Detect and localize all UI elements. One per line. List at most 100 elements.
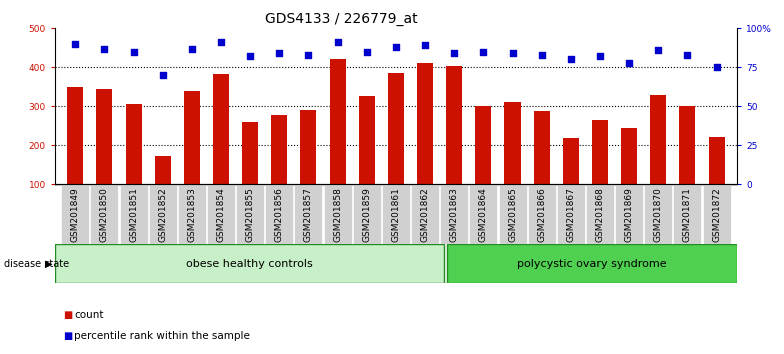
Bar (359, 97, 375, 223)
Point (273, 50, 285, 56)
FancyBboxPatch shape (528, 185, 556, 244)
Text: ■: ■ (63, 331, 72, 341)
Bar (329, 59, 346, 223)
Text: polycystic ovary syndrome: polycystic ovary syndrome (517, 259, 666, 269)
Bar (563, 138, 579, 223)
Point (652, 47, 665, 53)
FancyBboxPatch shape (470, 185, 497, 244)
FancyBboxPatch shape (644, 185, 672, 244)
Point (448, 50, 460, 56)
FancyBboxPatch shape (382, 185, 410, 244)
Text: obese healthy controls: obese healthy controls (186, 259, 313, 269)
Point (477, 49, 490, 55)
FancyBboxPatch shape (295, 185, 322, 244)
Text: GSM201868: GSM201868 (596, 187, 604, 242)
Bar (388, 73, 404, 223)
Text: disease state: disease state (4, 259, 69, 269)
FancyBboxPatch shape (673, 185, 702, 244)
FancyBboxPatch shape (324, 185, 351, 244)
Text: GSM201853: GSM201853 (187, 187, 196, 242)
Text: percentile rank within the sample: percentile rank within the sample (74, 331, 250, 341)
FancyBboxPatch shape (411, 185, 439, 244)
Point (681, 52, 694, 58)
Bar (154, 156, 171, 223)
Bar (534, 111, 550, 223)
Text: GSM201855: GSM201855 (245, 187, 255, 242)
FancyBboxPatch shape (149, 185, 176, 244)
Text: GSM201849: GSM201849 (71, 187, 80, 242)
FancyBboxPatch shape (586, 185, 614, 244)
Point (157, 72, 169, 78)
Point (361, 49, 373, 55)
Bar (592, 120, 608, 223)
Point (98, 46, 111, 51)
Bar (650, 95, 666, 223)
Text: GSM201864: GSM201864 (479, 187, 488, 242)
Bar (67, 87, 83, 223)
Text: GSM201871: GSM201871 (683, 187, 692, 242)
Point (622, 60, 635, 65)
FancyBboxPatch shape (702, 185, 731, 244)
Text: GSM201863: GSM201863 (450, 187, 459, 242)
Text: GSM201869: GSM201869 (625, 187, 633, 242)
Point (390, 44, 402, 50)
Bar (300, 110, 317, 223)
FancyBboxPatch shape (441, 185, 468, 244)
Title: GDS4133 / 226779_at: GDS4133 / 226779_at (265, 12, 418, 26)
Bar (446, 67, 463, 223)
FancyBboxPatch shape (236, 185, 264, 244)
Text: GSM201870: GSM201870 (654, 187, 662, 242)
Point (332, 40, 344, 45)
Point (564, 57, 577, 62)
Text: GSM201852: GSM201852 (158, 187, 167, 242)
Bar (125, 104, 142, 223)
Point (593, 53, 606, 59)
Text: GSM201856: GSM201856 (275, 187, 284, 242)
FancyBboxPatch shape (447, 244, 737, 283)
Point (244, 53, 256, 59)
FancyBboxPatch shape (615, 185, 643, 244)
Bar (96, 89, 112, 223)
Point (69, 41, 82, 47)
FancyBboxPatch shape (61, 185, 89, 244)
FancyBboxPatch shape (55, 244, 444, 283)
Text: GSM201862: GSM201862 (420, 187, 430, 242)
Bar (709, 137, 724, 223)
Point (535, 52, 548, 58)
Point (215, 40, 227, 45)
FancyBboxPatch shape (557, 185, 585, 244)
Bar (271, 115, 288, 223)
Text: GSM201851: GSM201851 (129, 187, 138, 242)
Point (127, 49, 140, 55)
Text: GSM201866: GSM201866 (537, 187, 546, 242)
FancyBboxPatch shape (90, 185, 118, 244)
Text: GSM201867: GSM201867 (566, 187, 575, 242)
Text: count: count (74, 310, 104, 320)
FancyBboxPatch shape (265, 185, 293, 244)
Text: GSM201858: GSM201858 (333, 187, 342, 242)
Text: GSM201854: GSM201854 (216, 187, 226, 242)
Bar (680, 106, 695, 223)
FancyBboxPatch shape (499, 185, 527, 244)
Text: GSM201872: GSM201872 (712, 187, 721, 242)
FancyBboxPatch shape (207, 185, 235, 244)
Text: GSM201861: GSM201861 (391, 187, 401, 242)
Bar (242, 122, 258, 223)
Point (419, 42, 431, 48)
Bar (417, 63, 433, 223)
Text: GSM201859: GSM201859 (362, 187, 372, 242)
Text: GSM201857: GSM201857 (304, 187, 313, 242)
FancyBboxPatch shape (120, 185, 147, 244)
Point (186, 46, 198, 51)
Point (710, 64, 723, 70)
Text: GSM201850: GSM201850 (100, 187, 109, 242)
Bar (504, 102, 521, 223)
Point (302, 52, 314, 58)
Text: ■: ■ (63, 310, 72, 320)
Text: ▶: ▶ (45, 259, 53, 269)
Bar (621, 128, 637, 223)
Bar (475, 106, 492, 223)
Bar (184, 91, 200, 223)
Bar (213, 74, 229, 223)
Point (506, 50, 519, 56)
